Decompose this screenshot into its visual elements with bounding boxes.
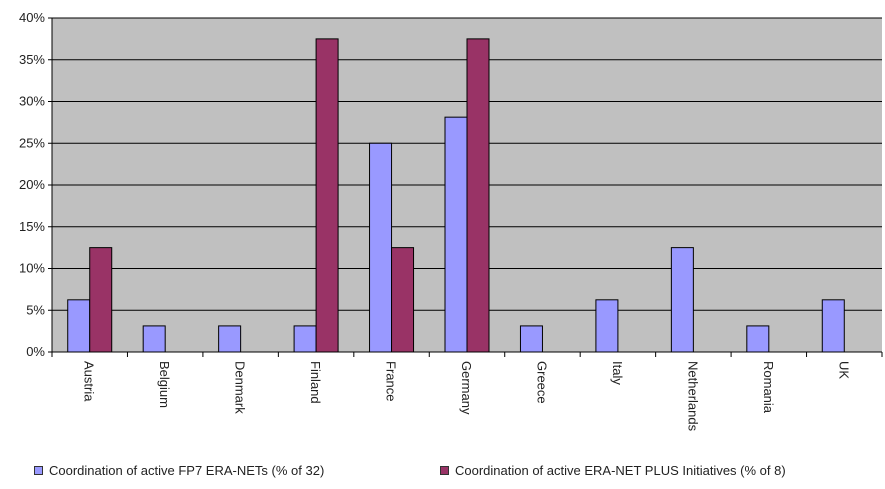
y-tick-label: 0%: [26, 344, 45, 359]
y-tick-label: 30%: [19, 94, 45, 109]
bar-fp7-finland: [293, 325, 317, 353]
x-tick-label: Austria: [82, 361, 97, 402]
bar-plus-finland: [315, 38, 339, 353]
x-tick-label: Belgium: [157, 361, 172, 408]
y-tick-label: 10%: [19, 261, 45, 276]
legend: Coordination of active FP7 ERA-NETs (% o…: [0, 463, 885, 483]
x-tick-label: Germany: [459, 361, 474, 415]
y-tick-label: 35%: [19, 52, 45, 67]
x-tick-label: UK: [836, 361, 851, 379]
bar-fp7-romania: [746, 325, 770, 353]
legend-item-fp7: Coordination of active FP7 ERA-NETs (% o…: [34, 463, 324, 478]
legend-swatch-plus: [440, 466, 449, 475]
x-tick-label: France: [384, 361, 399, 401]
bar-fp7-austria: [67, 299, 91, 353]
x-tick-label: Denmark: [233, 361, 248, 414]
bar-plus-germany: [466, 38, 490, 353]
y-tick-label: 5%: [26, 302, 45, 317]
legend-item-plus: Coordination of active ERA-NET PLUS Init…: [440, 463, 786, 478]
bar-fp7-uk: [821, 299, 845, 353]
bar-plus-france: [391, 247, 415, 353]
y-tick-label: 25%: [19, 135, 45, 150]
y-axis-ticks: 0% 5% 10% 15% 20% 25% 30% 35% 40%: [19, 10, 52, 359]
y-tick-label: 20%: [19, 177, 45, 192]
bar-fp7-germany: [444, 116, 468, 353]
bar-fp7-netherlands: [670, 247, 694, 353]
x-axis-ticks: Austria Belgium Denmark Finland France German…: [51, 352, 883, 432]
x-tick-label: Greece: [534, 361, 549, 404]
x-tick-label: Romania: [761, 361, 776, 414]
y-tick-label: 15%: [19, 219, 45, 234]
x-tick-label: Italy: [610, 361, 625, 385]
legend-label-fp7: Coordination of active FP7 ERA-NETs (% o…: [49, 463, 325, 478]
bar-fp7-italy: [595, 299, 619, 353]
legend-swatch-fp7: [34, 466, 43, 475]
bar-fp7-belgium: [142, 325, 166, 353]
bar-fp7-france: [369, 142, 393, 353]
bar-fp7-greece: [519, 325, 543, 353]
x-tick-label: Netherlands: [685, 361, 700, 432]
bar-fp7-denmark: [218, 325, 242, 353]
x-tick-label: Finland: [308, 361, 323, 404]
bar-plus-austria: [89, 247, 113, 353]
y-tick-label: 40%: [19, 10, 45, 25]
legend-label-plus: Coordination of active ERA-NET PLUS Init…: [455, 463, 786, 478]
